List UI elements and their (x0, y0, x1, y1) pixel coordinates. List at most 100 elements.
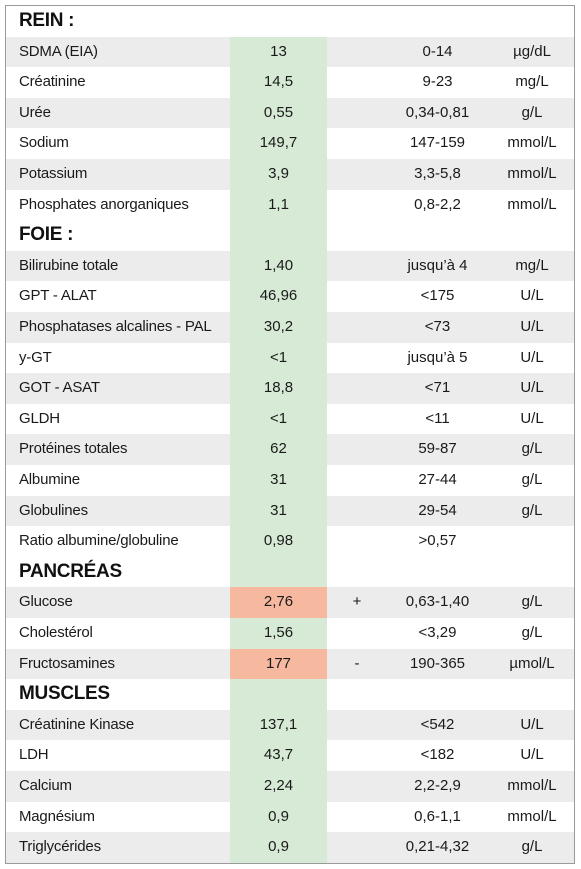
abnormal-flag (344, 37, 370, 68)
abnormal-flag (344, 67, 370, 98)
reference-range: <3,29 (418, 624, 457, 641)
test-value: 46,96 (230, 281, 327, 312)
abnormal-flag (344, 404, 370, 435)
test-name: Globulines (19, 501, 88, 519)
test-value: 31 (230, 465, 327, 496)
reference-range: 0,34-0,81 (405, 103, 470, 121)
section-title: MUSCLES (19, 683, 110, 705)
abnormal-flag (344, 710, 370, 741)
test-name: Bilirubine totale (19, 256, 119, 274)
reference-range: 0-14 (422, 42, 453, 60)
reference-range: 0,6-1,1 (414, 807, 461, 825)
test-name: GOT - ASAT (19, 379, 100, 397)
unit: µg/dL (513, 42, 551, 60)
table-row: Albumine 31 27-44 g/L (6, 465, 574, 496)
test-value: 14,5 (230, 67, 327, 98)
test-name: Triglycérides (19, 838, 101, 856)
table-row: Potassium 3,9 3,3-5,8 mmol/L (6, 159, 574, 190)
table-row: Cholestérol 1,56 <3,29 g/L (6, 618, 574, 649)
test-value: 1,40 (230, 250, 327, 282)
test-name: Albumine (19, 471, 80, 488)
test-value: 149,7 (230, 128, 327, 159)
reference-range: 0,21-4,32 (405, 838, 470, 856)
reference-range: 3,3-5,8 (414, 165, 461, 182)
table-row: Calcium 2,24 2,2-2,9 mmol/L (6, 771, 574, 802)
abnormal-flag (344, 740, 370, 771)
unit: U/L (520, 348, 544, 366)
reference-range: 9-23 (422, 73, 453, 91)
reference-range: <11 (425, 409, 450, 427)
test-name: GPT - ALAT (19, 287, 97, 305)
test-value: <1 (230, 342, 327, 374)
unit: U/L (520, 318, 544, 335)
test-name: Créatinine (19, 73, 86, 91)
reference-range: 190-365 (409, 654, 466, 672)
reference-range: <71 (424, 379, 451, 397)
test-value: 2,76 (230, 587, 327, 618)
abnormal-flag: + (352, 593, 362, 611)
abnormal-flag (344, 496, 370, 527)
unit: µmol/L (509, 654, 555, 672)
reference-range: jusqu’à 4 (407, 256, 468, 274)
test-value: 31 (230, 495, 327, 527)
abnormal-flag (344, 832, 370, 863)
table-row: Magnésium 0,9 0,6-1,1 mmol/L (6, 801, 574, 833)
test-value: 43,7 (230, 740, 327, 771)
unit: g/L (521, 624, 543, 641)
abnormal-flag (344, 159, 370, 190)
section-header: REIN : (6, 6, 574, 37)
table-row: Ratio albumine/globuline 0,98 >0,57 (6, 526, 574, 557)
table-row: Bilirubine totale 1,40 jusqu’à 4 mg/L (6, 250, 574, 282)
reference-range: 147-159 (409, 134, 466, 152)
reference-range: <542 (420, 715, 455, 733)
unit: mmol/L (507, 134, 557, 152)
section-gap (230, 220, 327, 251)
reference-range: 2,2-2,9 (414, 777, 461, 794)
table-row: Urée 0,55 0,34-0,81 g/L (6, 97, 574, 129)
test-value: 137,1 (230, 709, 327, 741)
unit: U/L (520, 715, 544, 733)
abnormal-flag (344, 373, 370, 404)
unit: mmol/L (507, 195, 557, 213)
section-header: FOIE : (6, 220, 574, 251)
section-header: MUSCLES (6, 679, 574, 710)
section-title: REIN : (19, 10, 75, 31)
table-row: GOT - ASAT 18,8 <71 U/L (6, 373, 574, 404)
unit: g/L (521, 838, 543, 856)
test-value: <1 (230, 403, 327, 435)
reference-range: <73 (424, 318, 451, 335)
unit: g/L (521, 471, 543, 488)
table-row: Sodium 149,7 147-159 mmol/L (6, 128, 574, 159)
test-name: Glucose (19, 593, 73, 611)
abnormal-flag (344, 251, 370, 282)
table-row: Phosphatases alcalines - PAL 30,2 <73 U/L (6, 312, 574, 343)
test-value: 30,2 (230, 312, 327, 343)
test-name: Sodium (19, 134, 69, 152)
unit: g/L (521, 440, 543, 458)
test-value: 13 (230, 36, 327, 68)
test-name: Cholestérol (19, 624, 93, 641)
test-value: 0,55 (230, 97, 327, 129)
test-value: 0,9 (230, 801, 327, 833)
test-name: Créatinine Kinase (19, 715, 135, 733)
test-value: 1,1 (230, 189, 327, 221)
section-header: PANCRÉAS (6, 556, 574, 588)
abnormal-flag (344, 771, 370, 802)
test-name: Potassium (19, 165, 88, 182)
table-row: Créatinine 14,5 9-23 mg/L (6, 67, 574, 98)
test-name: Phosphates anorganiques (19, 195, 189, 213)
unit: U/L (520, 287, 544, 305)
abnormal-flag (344, 465, 370, 496)
table-row: Fructosamines 177 - 190-365 µmol/L (6, 648, 574, 680)
test-value: 2,24 (230, 771, 327, 802)
test-value: 62 (230, 434, 327, 465)
section-gap (230, 679, 327, 710)
table-row: Protéines totales 62 59-87 g/L (6, 434, 574, 465)
reference-range: 59-87 (418, 440, 457, 458)
test-value: 1,56 (230, 618, 327, 649)
reference-range: 0,8-2,2 (414, 195, 461, 213)
abnormal-flag (344, 190, 370, 221)
reference-range: 27-44 (418, 471, 457, 488)
unit (496, 526, 568, 557)
reference-range: jusqu’à 5 (407, 348, 468, 366)
